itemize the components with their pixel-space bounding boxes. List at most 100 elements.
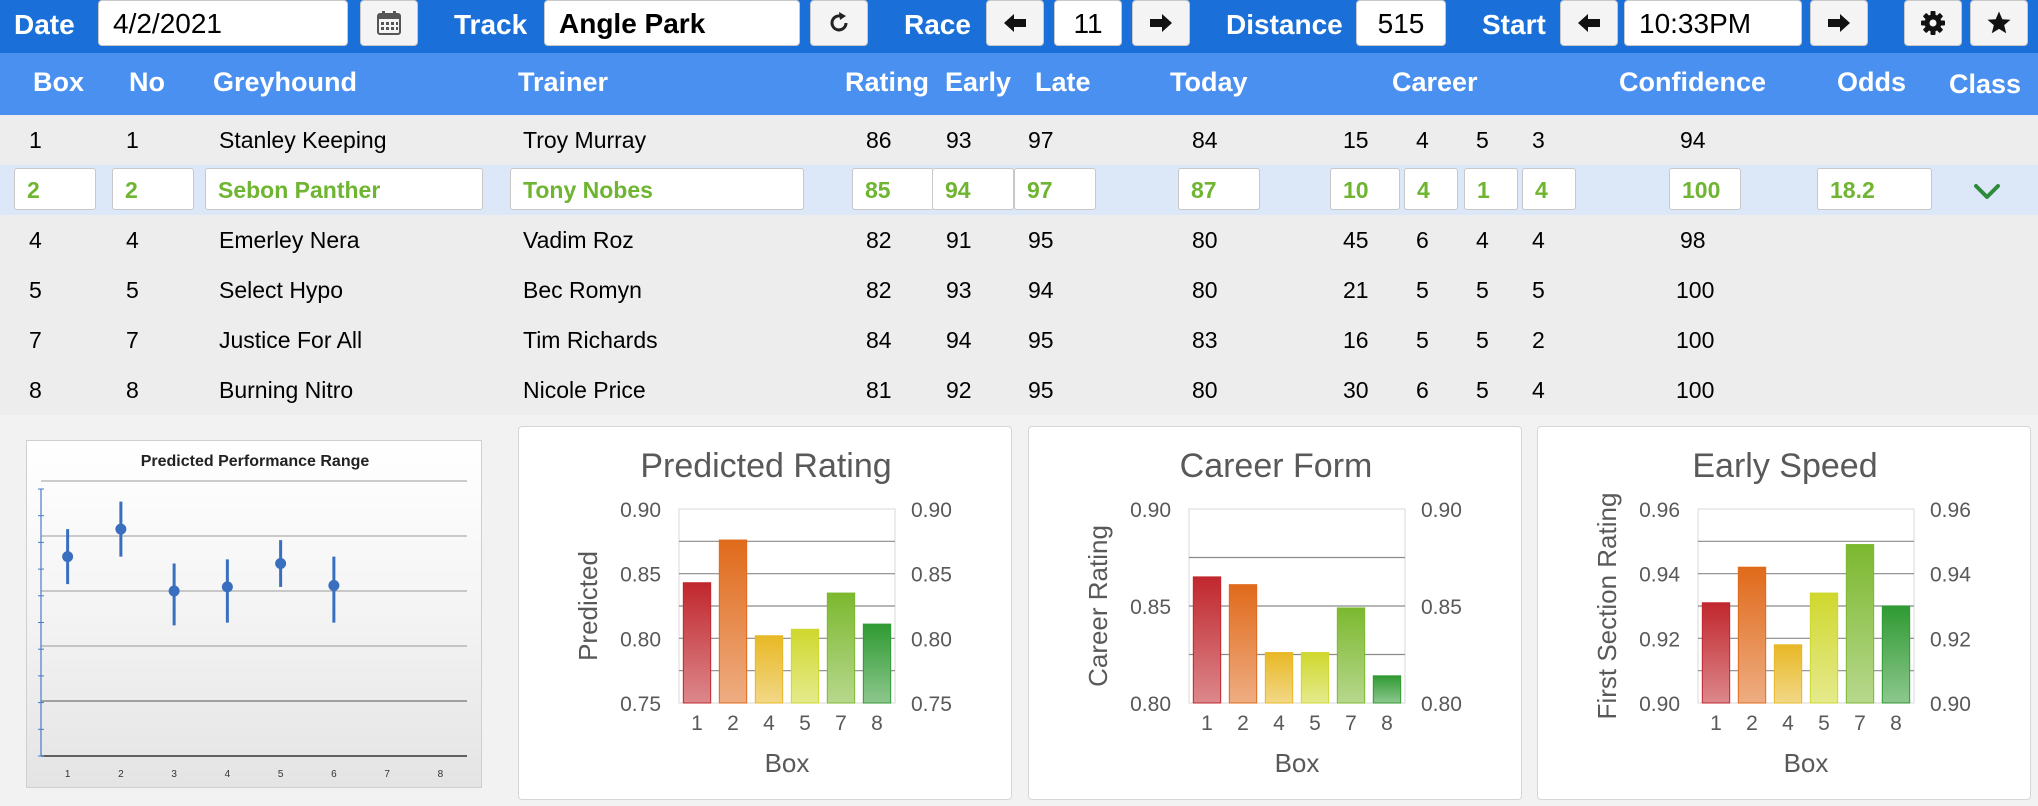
col-greyhound[interactable]: Greyhound	[213, 67, 358, 97]
cell-no: 7	[126, 327, 139, 353]
start-next-button[interactable]	[1810, 0, 1868, 46]
race-label: Race	[904, 9, 971, 40]
greyhound-input[interactable]: Sebon Panther	[205, 168, 483, 210]
chart-title: Early Speed	[1692, 447, 1877, 485]
date-field[interactable]: 4/2/2021	[98, 0, 348, 46]
performance-range-chart: Predicted Performance Range 1 2 3 4 5 6 7 8	[26, 440, 482, 788]
col-early[interactable]: Early	[945, 67, 1012, 97]
early-input[interactable]: 94	[932, 168, 1014, 210]
cell-confidence: 98	[1680, 227, 1706, 253]
cell-no: 1	[126, 127, 139, 153]
toolbar: Date 4/2/2021 Track Angle Park Race 11 D…	[0, 0, 2038, 53]
table-row-selected[interactable]: 2 2 Sebon Panther Tony Nobes 85 94 97 87…	[0, 165, 2038, 215]
track-label: Track	[454, 9, 528, 40]
chart-title: Predicted Performance Range	[141, 453, 370, 470]
start-time-field[interactable]: 10:33PM	[1624, 0, 1802, 46]
favorite-button[interactable]	[1970, 0, 2028, 46]
x-tick-label: 5	[1818, 712, 1830, 735]
cell-career-wins: 5	[1416, 277, 1429, 303]
cell-greyhound: Stanley Keeping	[219, 127, 387, 153]
distance-label: Distance	[1226, 9, 1343, 40]
x-tick-label: 7	[1854, 712, 1866, 735]
x-axis-label: Box	[1784, 748, 1829, 778]
box-input[interactable]: 2	[14, 168, 96, 210]
range-point	[221, 581, 233, 593]
career-thirds-input[interactable]: 4	[1522, 168, 1576, 210]
career-seconds-input[interactable]: 1	[1464, 168, 1518, 210]
col-today[interactable]: Today	[1170, 67, 1248, 97]
cell-rating: 82	[866, 227, 892, 253]
cell-confidence: 100	[1676, 327, 1715, 353]
cell-box: 8	[29, 377, 42, 403]
col-rating[interactable]: Rating	[845, 67, 929, 97]
cell-career-thirds: 3	[1532, 127, 1545, 153]
confidence-input[interactable]: 100	[1669, 168, 1741, 210]
cell-greyhound: Select Hypo	[219, 277, 344, 303]
race-next-button[interactable]	[1132, 0, 1190, 46]
class-dropdown-chevron-icon[interactable]	[1972, 177, 2002, 205]
refresh-button[interactable]	[810, 0, 868, 46]
early-speed-chart: Early Speed 0.90 0.92 0.94 0.96 0.90 0.92 0.94 0…	[1537, 426, 2031, 800]
settings-button[interactable]	[1904, 0, 1962, 46]
x-tick-label: 8	[438, 769, 444, 780]
table-row[interactable]: 1 1 Stanley Keeping Troy Murray 86 93 97…	[0, 115, 2038, 165]
col-late[interactable]: Late	[1035, 67, 1091, 97]
cell-career-starts: 21	[1343, 277, 1369, 303]
table-row[interactable]: 8 8 Burning Nitro Nicole Price 81 92 95 …	[0, 365, 2038, 415]
bar	[682, 582, 712, 704]
col-career[interactable]: Career	[1392, 67, 1478, 97]
col-box[interactable]: Box	[33, 67, 85, 97]
rating-input[interactable]: 85	[852, 168, 934, 210]
y-tick-label: 0.80	[620, 628, 661, 651]
bar	[1372, 675, 1402, 704]
x-tick-label: 2	[727, 712, 739, 735]
predicted-rating-chart: Predicted Rating 0.75 0.80 0.85 0.90 0.75 0.80…	[518, 426, 1012, 800]
col-trainer[interactable]: Trainer	[518, 67, 609, 97]
performance-range-plot: Predicted Performance Range 1 2 3 4 5 6 7 8	[38, 453, 467, 780]
secondary-y-tick-label: 0.90	[911, 499, 952, 522]
cell-greyhound: Emerley Nera	[219, 227, 360, 253]
col-confidence[interactable]: Confidence	[1619, 67, 1767, 97]
x-axis-label: Box	[1275, 748, 1320, 778]
cell-career-seconds: 5	[1476, 127, 1489, 153]
x-axis-label: Box	[765, 748, 810, 778]
calendar-button[interactable]	[360, 0, 418, 46]
cell-confidence: 94	[1680, 127, 1706, 153]
x-tick-label: 4	[763, 712, 775, 735]
career-wins-input[interactable]: 4	[1404, 168, 1458, 210]
distance-field[interactable]: 515	[1356, 0, 1446, 46]
bar	[718, 539, 748, 704]
range-point	[168, 585, 180, 597]
y-tick-label: 0.94	[1639, 564, 1680, 587]
career-starts-input[interactable]: 10	[1330, 168, 1400, 210]
table-row[interactable]: 7 7 Justice For All Tim Richards 84 94 9…	[0, 315, 2038, 365]
race-field[interactable]: 11	[1054, 0, 1122, 46]
no-input[interactable]: 2	[112, 168, 194, 210]
cell-career-thirds: 2	[1532, 327, 1545, 353]
cell-early: 93	[946, 127, 972, 153]
cell-trainer: Bec Romyn	[523, 277, 642, 303]
cell-early: 91	[946, 227, 972, 253]
bar	[1809, 592, 1839, 704]
x-tick-label: 1	[65, 769, 71, 780]
cell-confidence: 100	[1676, 277, 1715, 303]
col-odds[interactable]: Odds	[1837, 67, 1907, 97]
odds-input[interactable]: 18.2	[1817, 168, 1932, 210]
arrow-left-icon	[1578, 14, 1600, 32]
cell-career-starts: 16	[1343, 327, 1369, 353]
race-prev-button[interactable]	[986, 0, 1044, 46]
cell-no: 5	[126, 277, 139, 303]
col-class[interactable]: Class	[1949, 69, 2022, 99]
trainer-input[interactable]: Tony Nobes	[510, 168, 804, 210]
late-input[interactable]: 97	[1014, 168, 1096, 210]
track-field[interactable]: Angle Park	[544, 0, 800, 46]
table-row[interactable]: 5 5 Select Hypo Bec Romyn 82 93 94 80 21…	[0, 265, 2038, 315]
secondary-y-tick-label: 0.85	[1421, 596, 1462, 619]
y-tick-label: 0.92	[1639, 628, 1680, 651]
cell-career-seconds: 5	[1476, 377, 1489, 403]
table-row[interactable]: 4 4 Emerley Nera Vadim Roz 82 91 95 80 4…	[0, 215, 2038, 265]
cell-greyhound: Burning Nitro	[219, 377, 354, 403]
col-no[interactable]: No	[129, 67, 165, 97]
today-input[interactable]: 87	[1178, 168, 1260, 210]
start-prev-button[interactable]	[1560, 0, 1618, 46]
